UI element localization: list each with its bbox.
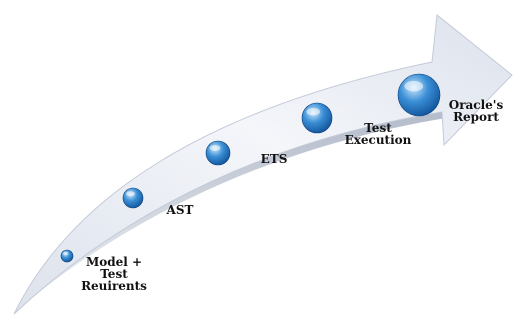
stage-label-line: Model + <box>85 255 143 269</box>
stage-label-4: Test Execution <box>336 122 420 146</box>
curved-arrow <box>13 14 513 315</box>
stage-bead-highlight-4 <box>306 107 320 116</box>
stage-bead-highlight-5 <box>404 80 424 92</box>
stage-label-line: Execution <box>344 133 412 147</box>
stage-label-1: Model + Test Reuirents <box>78 256 150 292</box>
stage-bead-4 <box>301 102 333 134</box>
stage-label-2: AST <box>160 204 200 216</box>
stage-label-5: Oracle's Report <box>444 99 508 123</box>
stage-label-line: Oracle's <box>448 98 504 112</box>
stage-label-line: Reuirents <box>81 279 147 293</box>
stage-bead-5 <box>397 73 441 117</box>
stage-bead-1 <box>60 249 74 263</box>
stage-label-line: Test <box>100 267 128 281</box>
stage-bead-highlight-2 <box>126 191 135 197</box>
stage-label-line: Report <box>453 110 499 124</box>
stage-label-line: AST <box>166 203 194 217</box>
stage-label-line: ETS <box>260 152 288 166</box>
stage-label-line: Test <box>364 121 392 135</box>
stage-bead-highlight-1 <box>62 251 69 255</box>
stage-bead-highlight-3 <box>209 144 221 151</box>
stage-bead-2 <box>122 187 144 209</box>
stage-bead-3 <box>205 140 231 166</box>
arrow-shadow <box>22 104 446 306</box>
stage-label-3: ETS <box>254 153 294 165</box>
